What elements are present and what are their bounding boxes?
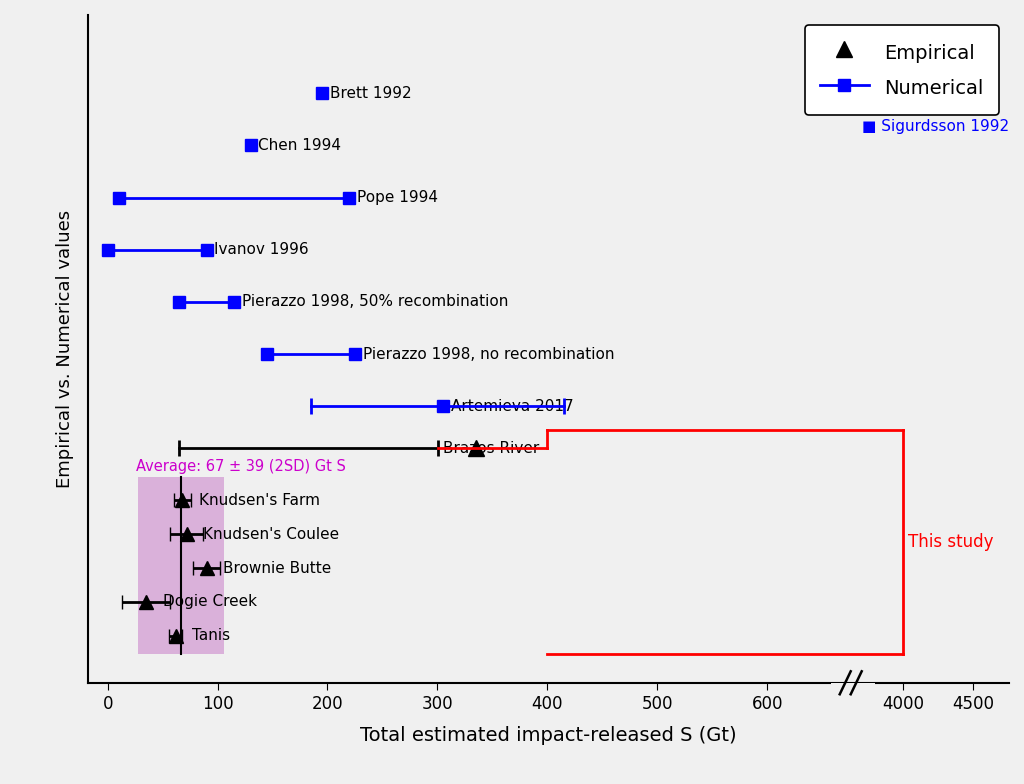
Text: Pierazzo 1998, 50% recombination: Pierazzo 1998, 50% recombination: [242, 295, 508, 310]
Text: Dogie Creek: Dogie Creek: [163, 594, 257, 609]
Text: This study: This study: [908, 533, 994, 551]
Bar: [138, 477, 224, 654]
Text: Brett 1992: Brett 1992: [330, 85, 412, 101]
Text: Pierazzo 1998, no recombination: Pierazzo 1998, no recombination: [362, 347, 614, 361]
X-axis label: Total estimated impact-released S (Gt): Total estimated impact-released S (Gt): [360, 727, 736, 746]
Text: ■ Sigurdsson 1992: ■ Sigurdsson 1992: [862, 118, 1009, 133]
Text: Pope 1994: Pope 1994: [357, 190, 438, 205]
Text: Artemieva 2017: Artemieva 2017: [451, 399, 573, 414]
Y-axis label: Empirical vs. Numerical values: Empirical vs. Numerical values: [56, 210, 74, 488]
Text: Knudsen's Coulee: Knudsen's Coulee: [204, 527, 339, 542]
Text: Brazos River: Brazos River: [443, 441, 540, 456]
Text: Chen 1994: Chen 1994: [258, 138, 341, 153]
Legend: Empirical, Numerical: Empirical, Numerical: [805, 25, 999, 115]
Text: Tanis: Tanis: [193, 628, 230, 644]
Text: Knudsen's Farm: Knudsen's Farm: [199, 492, 319, 508]
Text: Ivanov 1996: Ivanov 1996: [214, 242, 309, 257]
Bar: [830, 683, 874, 701]
Text: Brownie Butte: Brownie Butte: [223, 561, 332, 575]
Text: Average: 67 ± 39 (2SD) Gt S: Average: 67 ± 39 (2SD) Gt S: [136, 459, 346, 474]
